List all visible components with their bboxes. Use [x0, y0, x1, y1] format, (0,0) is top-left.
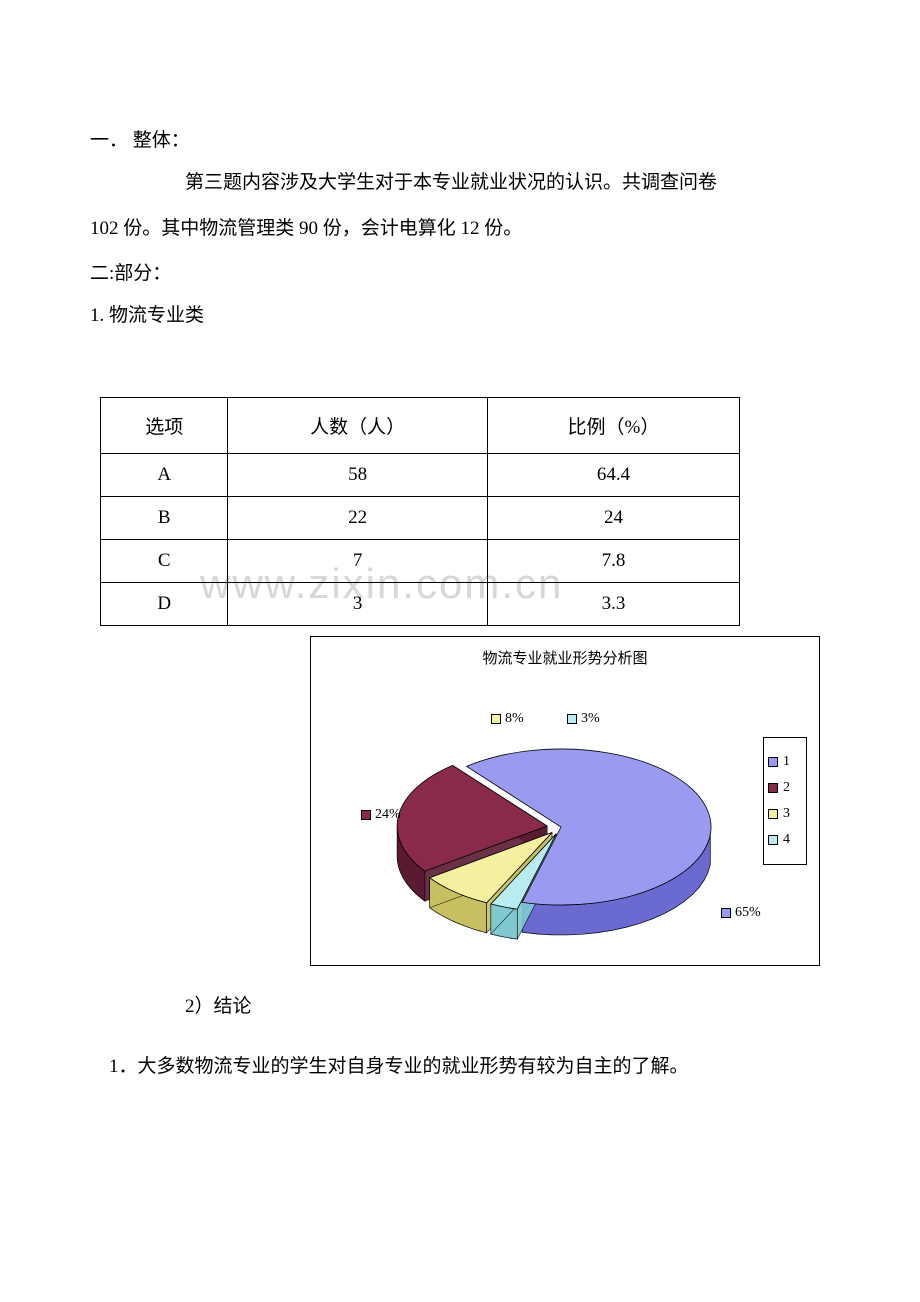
legend-item: 2	[768, 780, 802, 796]
table-cell: 58	[228, 453, 487, 496]
table-cell: 22	[228, 496, 487, 539]
table-row: A5864.4	[101, 453, 740, 496]
chart-label-text: 8%	[505, 711, 524, 727]
legend-item: 4	[768, 832, 802, 848]
swatch-icon	[491, 714, 501, 724]
table-header-cell: 人数（人）	[228, 397, 487, 453]
swatch-icon	[768, 809, 778, 819]
swatch-icon	[721, 908, 731, 918]
legend-label: 1	[783, 754, 790, 770]
table-cell: 64.4	[487, 453, 739, 496]
table-row: C77.8	[101, 539, 740, 582]
table-cell: A	[101, 453, 228, 496]
swatch-icon	[768, 835, 778, 845]
table-row: D33.3	[101, 582, 740, 625]
heading-whole: 一． 整体：	[90, 120, 830, 162]
table-cell: 24	[487, 496, 739, 539]
table-cell: 3.3	[487, 582, 739, 625]
swatch-icon	[768, 783, 778, 793]
table-cell: 3	[228, 582, 487, 625]
conclusion-line-1: 1．大多数物流专业的学生对自身专业的就业形势有较为自主的了解。	[90, 1046, 830, 1088]
paragraph-intro-1: 第三题内容涉及大学生对于本专业就业状况的认识。共调查问卷	[90, 162, 830, 204]
swatch-icon	[361, 810, 371, 820]
pie-chart: 65%24%8%3%	[371, 707, 731, 947]
table-row: B2224	[101, 496, 740, 539]
swatch-icon	[567, 714, 577, 724]
chart-label-text: 24%	[375, 807, 401, 823]
chart-title: 物流专业就业形势分析图	[311, 647, 819, 668]
chart-data-label: 8%	[491, 711, 524, 727]
swatch-icon	[768, 757, 778, 767]
table-cell: 7.8	[487, 539, 739, 582]
paragraph-intro-2: 102 份。其中物流管理类 90 份，会计电算化 12 份。	[90, 208, 830, 250]
legend-item: 3	[768, 806, 802, 822]
heading-conclusion: 2）结论	[90, 986, 830, 1028]
document-body: 一． 整体： 第三题内容涉及大学生对于本专业就业状况的认识。共调查问卷 102 …	[90, 120, 830, 1088]
legend-label: 4	[783, 832, 790, 848]
pie-chart-container: 物流专业就业形势分析图 65% 24% 8% 3% 1 2 3 4	[310, 636, 820, 966]
table-cell: C	[101, 539, 228, 582]
table-cell: 7	[228, 539, 487, 582]
chart-label-text: 3%	[581, 711, 600, 727]
chart-label-text: 65%	[735, 905, 761, 921]
results-table: 选项人数（人）比例（%） A5864.4B2224C77.8D33.3	[100, 397, 740, 626]
chart-data-label: 65%	[721, 905, 761, 921]
heading-part: 二:部分：	[90, 253, 830, 295]
legend-label: 3	[783, 806, 790, 822]
table-header-cell: 比例（%）	[487, 397, 739, 453]
table-cell: D	[101, 582, 228, 625]
legend-label: 2	[783, 780, 790, 796]
heading-logistics: 1. 物流专业类	[90, 295, 830, 337]
table-header-cell: 选项	[101, 397, 228, 453]
table-cell: B	[101, 496, 228, 539]
legend-item: 1	[768, 754, 802, 770]
chart-data-label: 3%	[567, 711, 600, 727]
chart-data-label: 24%	[361, 807, 401, 823]
chart-legend: 1 2 3 4	[763, 737, 807, 865]
